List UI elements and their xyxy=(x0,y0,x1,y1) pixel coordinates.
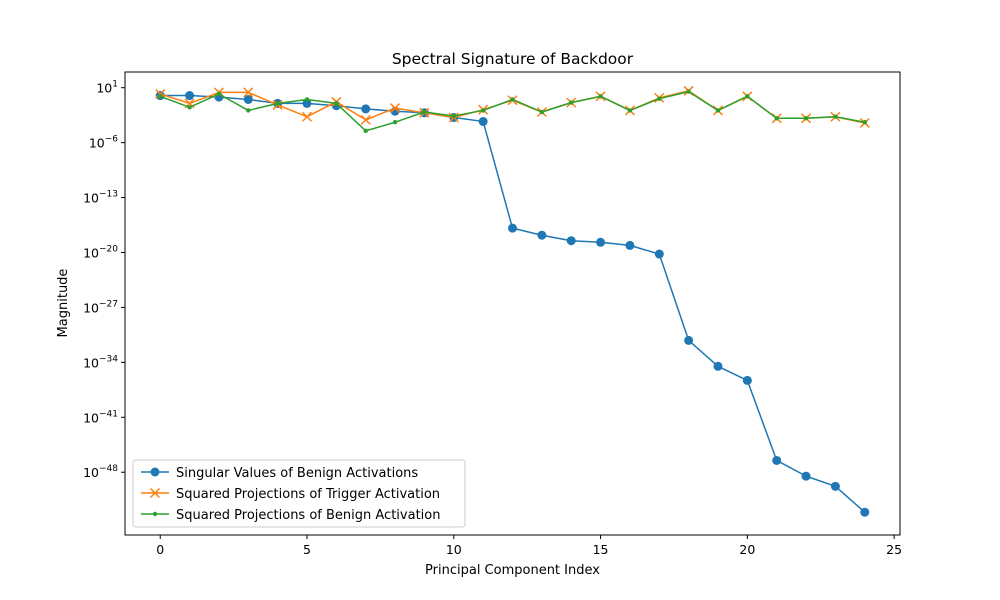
data-point xyxy=(715,108,721,113)
legend-label: Squared Projections of Trigger Activatio… xyxy=(176,487,440,502)
y-tick-label: 10−27 xyxy=(83,299,118,315)
data-point xyxy=(363,128,368,134)
data-point xyxy=(772,455,782,465)
y-tick-label: 10−13 xyxy=(83,190,118,206)
x-tick-label: 25 xyxy=(886,542,902,557)
x-tick-label: 20 xyxy=(739,542,755,557)
data-point xyxy=(566,236,576,246)
data-point xyxy=(745,94,750,99)
data-point xyxy=(422,109,427,115)
chart-title: Spectral Signature of Backdoor xyxy=(392,50,634,68)
legend-marker xyxy=(150,467,160,477)
series-3 xyxy=(158,89,867,134)
data-point xyxy=(480,108,486,113)
data-point xyxy=(742,375,752,385)
data-point xyxy=(302,98,312,108)
data-point xyxy=(627,108,633,113)
plot-area xyxy=(124,71,901,536)
x-tick-label: 15 xyxy=(593,542,609,557)
legend-item: Squared Projections of Benign Activation xyxy=(141,508,440,523)
data-point xyxy=(246,108,251,113)
data-point xyxy=(833,114,838,119)
data-point xyxy=(390,103,401,114)
legend-item: Squared Projections of Trigger Activatio… xyxy=(141,487,440,502)
data-point xyxy=(774,116,779,121)
data-point xyxy=(803,116,809,121)
data-point xyxy=(686,89,691,94)
data-point xyxy=(275,101,280,106)
x-axis: 0 5 10 15 20 25 xyxy=(156,535,902,557)
legend-item: Singular Values of Benign Activations xyxy=(141,466,418,481)
data-point xyxy=(830,481,840,491)
data-point xyxy=(451,113,456,119)
data-point xyxy=(158,94,163,99)
y-tick-label: 101 xyxy=(96,80,118,96)
data-point xyxy=(625,240,635,250)
data-point xyxy=(596,237,606,247)
data-point xyxy=(187,105,192,110)
x-axis-label: Principal Component Index xyxy=(425,563,600,578)
data-point xyxy=(684,335,694,345)
y-axis: 101 10−6 10−13 10−20 10−27 10−34 10−41 10−48 xyxy=(83,80,125,480)
legend-label: Squared Projections of Benign Activation xyxy=(176,508,440,523)
data-point xyxy=(185,91,195,101)
data-point xyxy=(361,104,371,114)
x-tick-label: 10 xyxy=(446,542,462,557)
plot-frame xyxy=(124,71,901,536)
data-point xyxy=(508,223,517,233)
y-tick-label: 10−6 xyxy=(89,135,118,151)
data-point xyxy=(654,249,664,259)
data-point xyxy=(478,116,488,126)
data-point xyxy=(539,109,545,115)
legend-marker xyxy=(152,511,158,517)
data-point xyxy=(334,101,339,106)
data-point xyxy=(301,111,313,122)
legend-box xyxy=(132,459,466,528)
y-axis-label: Magnitude xyxy=(56,269,71,338)
legend-marker xyxy=(149,487,161,499)
data-point xyxy=(713,361,723,371)
data-point xyxy=(598,94,603,99)
legend: Singular Values of Benign Activations Squ… xyxy=(132,459,466,528)
y-tick-label: 10−34 xyxy=(83,354,118,370)
data-point xyxy=(216,91,222,97)
data-point xyxy=(537,230,547,240)
data-point xyxy=(860,507,870,517)
data-point xyxy=(657,96,662,101)
x-tick-label: 5 xyxy=(303,542,311,557)
data-point xyxy=(510,97,515,102)
data-point xyxy=(360,114,371,125)
data-point xyxy=(862,120,867,125)
y-tick-label: 10−41 xyxy=(83,409,118,425)
data-point xyxy=(243,94,253,104)
data-point xyxy=(569,100,574,105)
y-tick-label: 10−48 xyxy=(83,464,118,480)
data-point xyxy=(801,471,811,481)
x-tick-label: 0 xyxy=(156,542,164,557)
data-point xyxy=(392,120,398,125)
legend-label: Singular Values of Benign Activations xyxy=(176,466,418,481)
y-tick-label: 10−20 xyxy=(83,244,118,260)
data-point xyxy=(243,87,254,98)
data-point xyxy=(304,97,310,102)
